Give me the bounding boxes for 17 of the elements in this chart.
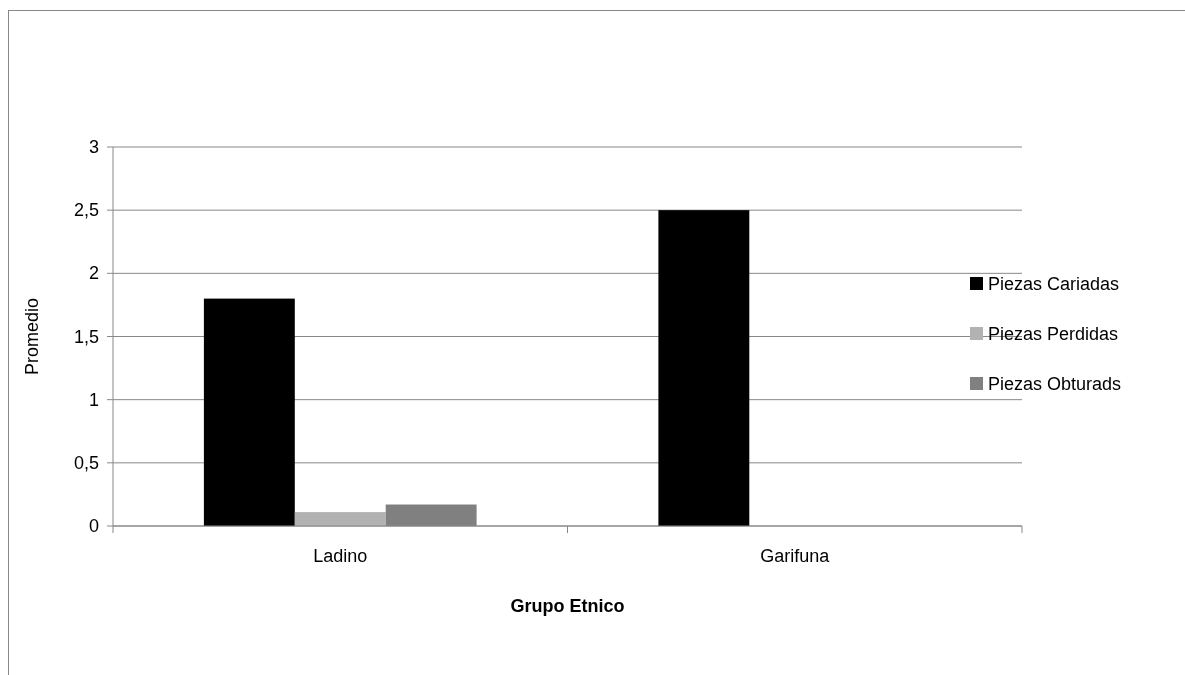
- x-tick-label: Ladino: [313, 546, 368, 566]
- y-tick-label: 0,5: [73, 452, 99, 473]
- y-tick-label: 0: [88, 516, 99, 536]
- legend-label: Piezas Perdidas: [988, 324, 1119, 344]
- bar: [294, 512, 386, 526]
- y-tick-label: 1: [88, 389, 99, 410]
- y-tick-label: 1,5: [73, 326, 99, 347]
- legend-label: Piezas Cariadas: [988, 274, 1120, 294]
- y-axis-title: Promedio: [22, 297, 42, 376]
- y-tick-label: 3: [88, 137, 99, 157]
- bar: [203, 298, 295, 526]
- x-axis-title: Grupo Etnico: [510, 596, 625, 616]
- legend-label: Piezas Obturads: [988, 374, 1122, 394]
- y-tick-label: 2,5: [73, 200, 99, 221]
- x-tick-label: Garifuna: [760, 546, 831, 566]
- bar: [658, 210, 750, 526]
- y-tick-label: 2: [88, 263, 99, 284]
